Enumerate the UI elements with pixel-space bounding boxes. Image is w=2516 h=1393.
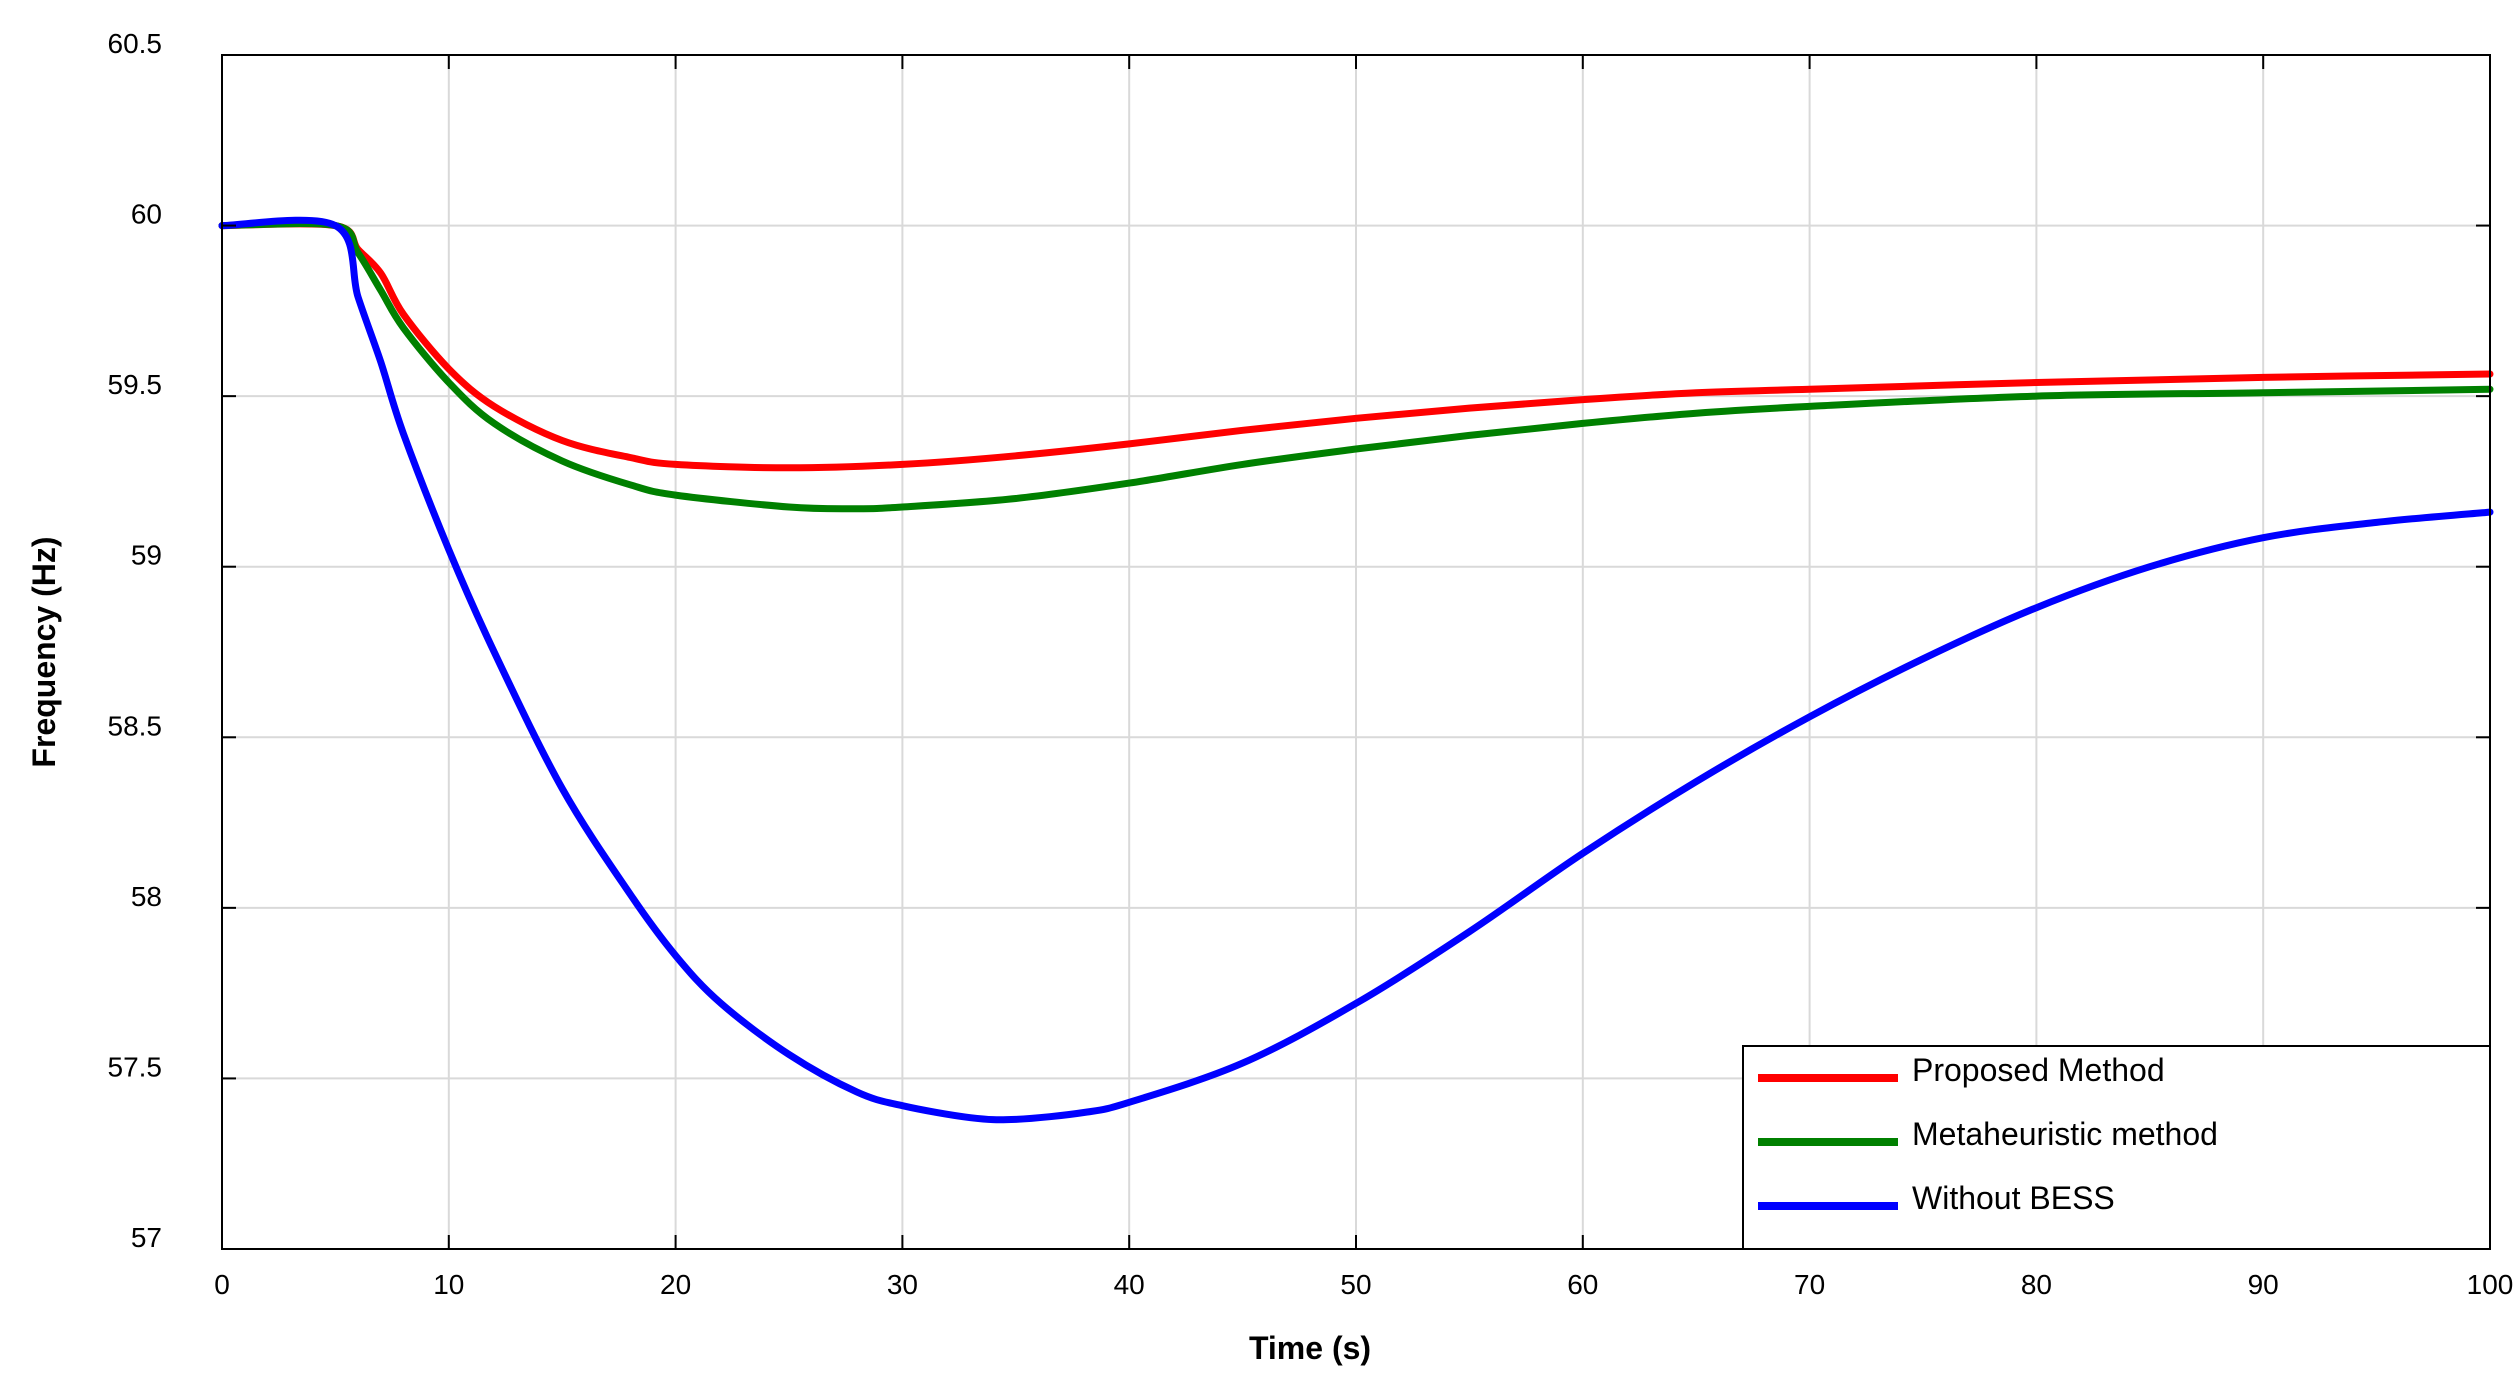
legend-label-3: Without BESS	[1912, 1180, 2115, 1216]
x-tick-label: 40	[1114, 1269, 1145, 1300]
y-tick-label: 60.5	[108, 28, 163, 59]
y-tick-label: 57.5	[108, 1051, 163, 1082]
x-tick-label: 20	[660, 1269, 691, 1300]
legend-label-1: Proposed Method	[1912, 1052, 2165, 1088]
series-line-2	[218, 220, 2494, 513]
y-tick-label: 60	[131, 199, 162, 230]
y-tick-label: 59.5	[108, 369, 163, 400]
y-axis-title: Frequency (Hz)	[26, 536, 62, 767]
x-tick-label: 30	[887, 1269, 918, 1300]
y-tick-label: 58.5	[108, 710, 163, 741]
series-lines	[218, 216, 2494, 1124]
y-tick-label: 58	[131, 881, 162, 912]
x-tick-label: 90	[2248, 1269, 2279, 1300]
y-tick-label: 57	[131, 1222, 162, 1253]
legend-label-2: Metaheuristic method	[1912, 1116, 2218, 1152]
x-tick-label: 10	[433, 1269, 464, 1300]
x-tick-label: 80	[2021, 1269, 2052, 1300]
x-tick-label: 60	[1567, 1269, 1598, 1300]
legend: Proposed Method Metaheuristic method Witho…	[1742, 1045, 2491, 1250]
x-axis-ticks: 0 10 20 30 40 50 60 70 80 90 100	[214, 55, 2513, 1300]
legend-items: Proposed Method Metaheuristic method Witho…	[1758, 1052, 2218, 1216]
x-tick-label: 50	[1340, 1269, 1371, 1300]
x-tick-label: 0	[214, 1269, 230, 1300]
series-line-3	[218, 216, 2494, 1124]
x-axis-title: Time (s)	[1249, 1330, 1371, 1366]
y-tick-label: 59	[131, 540, 162, 571]
series-line-1	[218, 220, 2494, 472]
x-tick-label: 100	[2467, 1269, 2514, 1300]
x-tick-label: 70	[1794, 1269, 1825, 1300]
